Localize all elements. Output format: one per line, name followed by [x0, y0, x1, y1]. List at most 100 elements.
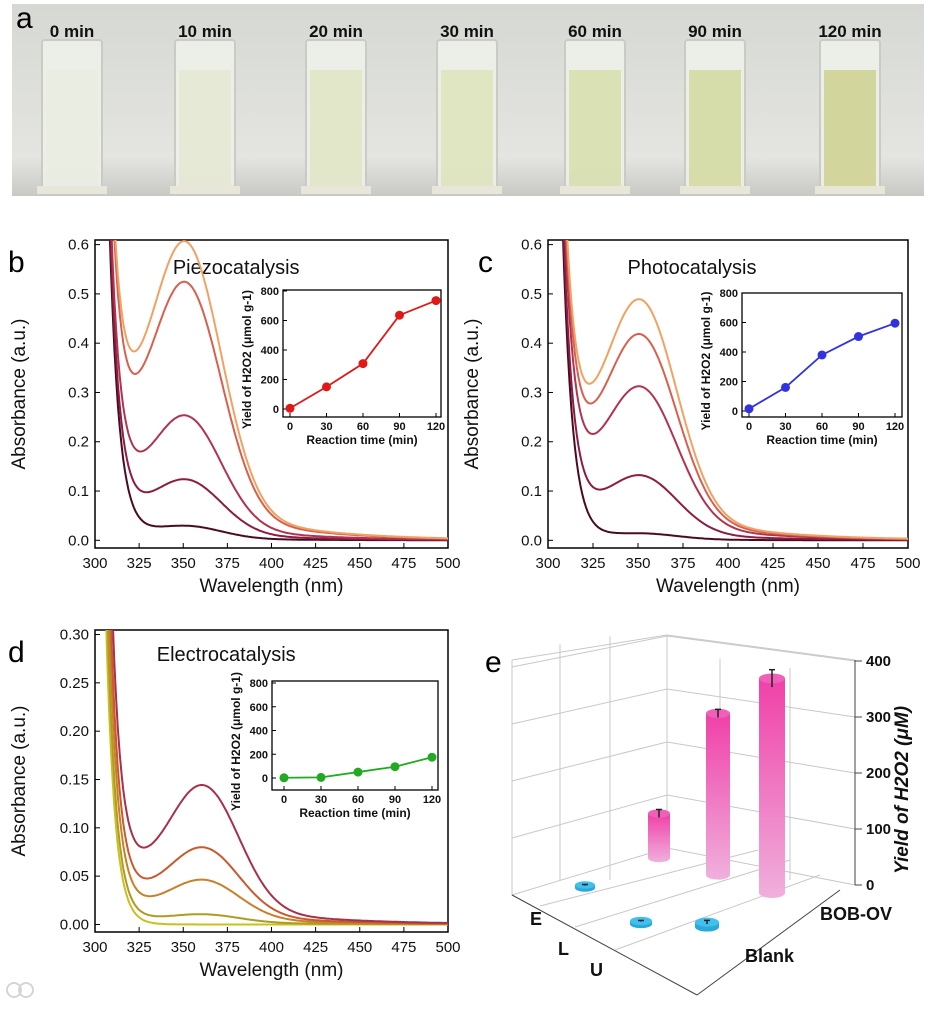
- inset-y-tick-label: 800: [261, 286, 279, 298]
- chart-title: Photocatalysis: [628, 257, 757, 279]
- z-tick-label: 100: [866, 821, 891, 838]
- x-tick-label: 350: [171, 555, 196, 572]
- x-tick-label: 375: [215, 939, 240, 956]
- y-tick-label: 0.30: [60, 627, 89, 644]
- inset-y-tick-label: 0: [262, 773, 268, 785]
- group-label-blank: Blank: [745, 946, 795, 966]
- x-axis-label: Wavelength (nm): [200, 576, 344, 597]
- grid-line: [614, 874, 821, 951]
- inset-x-tick-label: 90: [393, 421, 405, 433]
- inset-y-axis-label: Yield of H2O2 (μmol g-1): [699, 292, 713, 431]
- y-tick-label: 0.00: [60, 916, 89, 933]
- x-tick-label: 350: [171, 939, 196, 956]
- cuvette-liquid: [824, 70, 876, 186]
- spectrum-60-min: [110, 240, 448, 541]
- inset-point: [890, 318, 900, 328]
- inset-x-axis-label: Reaction time (min): [766, 433, 877, 447]
- y-tick-label: 0.15: [60, 771, 89, 788]
- cuvette-liquid: [310, 70, 362, 186]
- inset-y-tick-label: 800: [250, 678, 268, 690]
- chart-b: 300 325 350 375 400 425 450 475 5000.00.10.20.30…: [9, 237, 461, 597]
- y-tick-label: 0.05: [60, 868, 89, 885]
- grid-line: [574, 859, 791, 928]
- x-tick-label: 375: [215, 555, 240, 572]
- y-tick-label: 0.0: [521, 532, 542, 549]
- y-tick-label: 0.5: [521, 286, 542, 303]
- chart-title: Piezocatalysis: [173, 257, 300, 279]
- time-label: 60 min: [568, 22, 622, 41]
- cuvette-base: [815, 186, 885, 194]
- x-tick-label: 300: [535, 555, 560, 572]
- cuvette-base: [560, 186, 630, 194]
- panel-label-e: e: [485, 646, 502, 679]
- floor-back: [511, 847, 856, 896]
- inset-point: [781, 382, 790, 392]
- x-tick-label: 500: [435, 939, 460, 956]
- x-tick-label: 475: [391, 555, 416, 572]
- inset-x-tick-label: 30: [315, 794, 327, 806]
- bar-bob-ov-U: [759, 678, 785, 898]
- y-tick-label: 0.6: [68, 237, 89, 254]
- cuvette-base: [301, 186, 371, 194]
- x-tick-label: 450: [347, 939, 372, 956]
- inset-point: [817, 350, 827, 360]
- inset-x-tick-label: 120: [886, 421, 904, 433]
- y-tick-label: 0.20: [60, 723, 89, 740]
- spectrum-120-min: [566, 240, 908, 540]
- inset-point: [316, 772, 326, 782]
- category-label: L: [558, 939, 569, 959]
- panel-label-c: c: [478, 246, 493, 279]
- x-axis-label: Wavelength (nm): [200, 960, 344, 981]
- y-tick-label: 0.2: [521, 434, 542, 451]
- y-axis-label: Absorbance (a.u.): [9, 318, 30, 469]
- cuvette-liquid: [689, 70, 741, 186]
- category-label: E: [530, 909, 542, 929]
- inset-point: [322, 382, 331, 392]
- inset-y-tick-label: 600: [250, 702, 268, 714]
- inset-x-axis-label: Reaction time (min): [306, 433, 417, 447]
- time-label: 90 min: [688, 22, 742, 41]
- inset-point: [854, 332, 863, 342]
- cuvette-liquid: [179, 70, 231, 186]
- inset-y-tick-label: 0: [273, 404, 279, 416]
- panel-label-a: a: [16, 2, 33, 35]
- inset-point: [279, 773, 289, 783]
- inset-x-tick-label: 60: [352, 794, 364, 806]
- grid-line: [511, 634, 668, 661]
- y-tick-label: 0.1: [68, 483, 89, 500]
- chart-e: 0 100 200 300 400 Yield of H2O2 (μM) EL U Blank B…: [511, 634, 913, 996]
- spectra: [108, 240, 448, 542]
- inset-y-axis-label: Yield of H2O2 (μmol g-1): [229, 672, 243, 811]
- inset-x-tick-label: 30: [320, 421, 332, 433]
- y-tick-label: 0.10: [60, 820, 89, 837]
- grid-line: [511, 794, 856, 839]
- z-tick-label: 400: [866, 653, 891, 670]
- x-tick-label: 300: [82, 555, 107, 572]
- inset-chart: 0 30 60 90 120 0 200 400 600 800 Reaction time (mi…: [699, 288, 904, 447]
- spectra: [562, 240, 908, 542]
- x-tick-label: 425: [303, 555, 328, 572]
- inset-y-tick-label: 600: [720, 318, 738, 330]
- x-tick-label: 450: [805, 555, 830, 572]
- inset-point: [285, 403, 295, 413]
- inset-x-tick-label: 90: [389, 794, 401, 806]
- y-axis-label: Absorbance (a.u.): [462, 318, 483, 469]
- spectrum-30-min: [562, 240, 908, 541]
- inset-x-tick-label: 0: [287, 421, 293, 433]
- x-tick-label: 325: [127, 555, 152, 572]
- chart-title: Electrocatalysis: [157, 644, 296, 666]
- cuvette-base: [680, 186, 750, 194]
- y-tick-label: 0.1: [521, 483, 542, 500]
- cuvette-photo-panel: 0 min 10 min 20 min 30 min 60 min 90 min 120 m…: [12, 4, 924, 196]
- y-tick-label: 0.5: [68, 286, 89, 303]
- inset-y-tick-label: 400: [720, 347, 738, 359]
- x-tick-label: 400: [259, 939, 284, 956]
- x-tick-label: 325: [580, 555, 605, 572]
- y-tick-label: 0.25: [60, 675, 89, 692]
- inset-y-tick-label: 0: [732, 406, 738, 418]
- bar-bob-ov-E: [648, 813, 670, 863]
- inset-y-tick-label: 200: [261, 375, 279, 387]
- inset-y-tick-label: 400: [261, 345, 279, 357]
- x-tick-label: 400: [259, 555, 284, 572]
